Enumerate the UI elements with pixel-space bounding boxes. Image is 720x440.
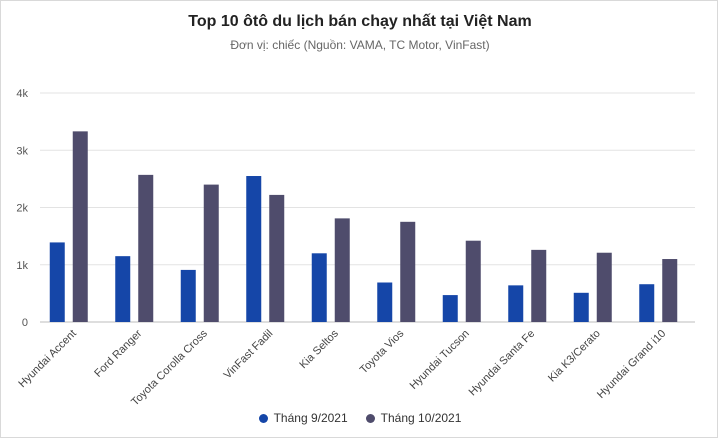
- bar-series-2[interactable]: [203, 184, 219, 322]
- x-tick-label: Toyota Corolla Cross: [129, 327, 210, 408]
- y-tick-label: 2k: [16, 203, 28, 215]
- bar-series-2[interactable]: [334, 218, 350, 322]
- bar-series-1[interactable]: [639, 284, 655, 322]
- legend-item-series-1[interactable]: Tháng 9/2021: [258, 411, 348, 425]
- bar-series-1[interactable]: [442, 295, 458, 322]
- legend-item-series-2[interactable]: Tháng 10/2021: [365, 411, 462, 425]
- y-tick-label: 0: [22, 317, 28, 329]
- bar-series-2[interactable]: [465, 240, 481, 322]
- y-axis-ticks: 0 1k 2k 3k 4k: [16, 88, 28, 329]
- legend-label: Tháng 9/2021: [273, 411, 348, 425]
- y-tick-label: 1k: [16, 260, 28, 272]
- bar-series-1[interactable]: [508, 285, 524, 322]
- x-tick-label: Toyota Vios: [358, 327, 407, 376]
- bar-series-1[interactable]: [311, 253, 327, 322]
- chart-title: Top 10 ôtô du lịch bán chạy nhất tại Việ…: [188, 13, 532, 30]
- x-tick-label: Hyundai Accent: [16, 328, 79, 391]
- legend-dot-icon: [258, 413, 268, 423]
- bar-series-2[interactable]: [531, 249, 547, 322]
- legend-dot-icon: [365, 413, 375, 423]
- x-tick-label: Hyundai Tucson: [408, 328, 472, 392]
- bar-series-1[interactable]: [377, 282, 393, 322]
- bar-series-2[interactable]: [269, 194, 285, 322]
- x-tick-label: VinFast Fadil: [222, 328, 276, 382]
- bar-series-2[interactable]: [72, 131, 88, 322]
- bar-series-1[interactable]: [180, 269, 196, 322]
- bar-series-1[interactable]: [115, 256, 131, 322]
- x-tick-label: Kia K3/Cerato: [546, 328, 603, 385]
- y-tick-label: 3k: [16, 145, 28, 157]
- x-tick-label: Ford Ranger: [92, 327, 144, 379]
- bar-series-2[interactable]: [400, 221, 416, 322]
- bar-series-1[interactable]: [573, 292, 589, 322]
- x-tick-label: Hyundai Santa Fe: [467, 328, 538, 399]
- legend-label: Tháng 10/2021: [380, 411, 462, 425]
- bar-series-2[interactable]: [596, 252, 612, 322]
- legend: Tháng 9/2021 Tháng 10/2021: [0, 411, 720, 425]
- bar-series-1[interactable]: [246, 176, 262, 322]
- bar-series-2[interactable]: [138, 174, 154, 322]
- bars: [49, 131, 678, 322]
- bar-series-1[interactable]: [49, 242, 65, 322]
- bar-series-2[interactable]: [662, 259, 678, 322]
- x-tick-label: Kia Seltos: [297, 327, 341, 371]
- x-tick-label: Hyundai Grand i10: [595, 328, 668, 401]
- chart-subtitle: Đơn vị: chiếc (Nguồn: VAMA, TC Motor, Vi…: [230, 38, 490, 52]
- y-tick-label: 4k: [16, 88, 28, 100]
